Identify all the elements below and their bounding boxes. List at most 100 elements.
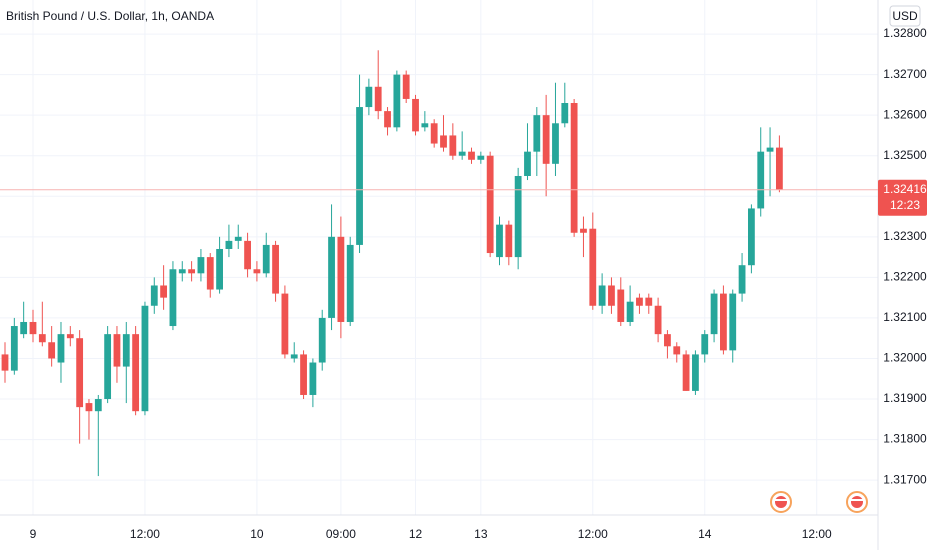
- candle-body: [766, 147, 774, 152]
- x-tick-label: 9: [30, 527, 37, 541]
- chart-title: British Pound / U.S. Dollar, 1h, OANDA: [6, 9, 214, 23]
- candle-body: [20, 321, 28, 335]
- x-tick-label: 10: [250, 527, 264, 541]
- y-tick-label: 1.32300: [883, 229, 927, 243]
- candle-body: [710, 293, 718, 335]
- candles: [1, 50, 783, 477]
- y-tick-label: 1.32800: [883, 26, 927, 40]
- candle-body: [561, 103, 569, 124]
- candle-body: [421, 123, 429, 128]
- candle-body: [692, 354, 699, 391]
- candle-body: [449, 135, 457, 156]
- candle-body: [682, 354, 690, 391]
- candle-body: [542, 115, 550, 164]
- last-price-label: 1.32416: [883, 182, 927, 196]
- candle-body: [48, 342, 56, 359]
- candle-body: [720, 293, 727, 351]
- y-tick-label: 1.32100: [883, 310, 927, 324]
- candle-body: [374, 86, 382, 112]
- candle-body: [262, 244, 270, 274]
- y-tick-label: 1.32700: [883, 67, 927, 81]
- candle-body: [402, 74, 410, 99]
- y-tick-label: 1.32200: [883, 270, 927, 284]
- candle-body: [757, 151, 765, 209]
- candle-body: [617, 289, 625, 322]
- candle-body: [38, 334, 46, 343]
- candle-body: [29, 321, 37, 335]
- candle-body: [85, 403, 93, 412]
- candle-body: [738, 265, 746, 294]
- candle-body: [775, 147, 783, 190]
- candle-body: [216, 248, 223, 290]
- candle-body: [188, 269, 195, 274]
- event-flag[interactable]: [851, 496, 863, 508]
- candle-body: [253, 269, 261, 274]
- candle-body: [608, 285, 615, 306]
- y-tick-label: 1.32500: [883, 148, 927, 162]
- candle-body: [281, 293, 289, 355]
- y-tick-label: 1.31700: [883, 472, 927, 486]
- x-tick-label: 09:00: [326, 527, 356, 541]
- candle-body: [458, 151, 466, 156]
- candle-body: [244, 240, 251, 270]
- candle-body: [272, 244, 279, 294]
- candle-body: [225, 240, 233, 249]
- x-tick-label: 12:00: [802, 527, 832, 541]
- event-flag[interactable]: [775, 496, 787, 508]
- candle-body: [365, 86, 373, 108]
- candle-body: [57, 334, 65, 363]
- x-tick-label: 12:00: [578, 527, 608, 541]
- event-icon[interactable]: [770, 491, 792, 513]
- candle-body: [76, 338, 84, 408]
- candle-body: [346, 244, 354, 322]
- event-stripe[interactable]: [851, 499, 863, 501]
- candle-body: [626, 301, 634, 322]
- candle-body: [393, 74, 401, 128]
- candle-body: [94, 399, 102, 412]
- candle-body: [598, 285, 606, 306]
- candle-body: [580, 228, 587, 233]
- candle-body: [645, 297, 653, 306]
- currency-box[interactable]: [889, 5, 921, 27]
- candle-body: [552, 123, 559, 164]
- candle-body: [477, 155, 485, 160]
- candle-body: [328, 236, 335, 318]
- candle-body: [430, 123, 438, 144]
- event-icon[interactable]: [846, 491, 868, 513]
- currency-label[interactable]: USD: [892, 9, 918, 23]
- countdown-label: 12:23: [890, 198, 920, 212]
- candle-body: [104, 334, 112, 400]
- candle-body: [337, 236, 345, 322]
- candle-body: [384, 111, 391, 128]
- candle-body: [440, 135, 447, 148]
- candle-body: [748, 208, 755, 266]
- event-stripe[interactable]: [775, 499, 787, 501]
- candle-body: [206, 257, 214, 290]
- candle-body: [701, 334, 709, 355]
- x-tick-label: 14: [698, 527, 712, 541]
- candle-body: [290, 354, 298, 359]
- candle-body: [318, 317, 326, 363]
- candle-body: [589, 228, 597, 306]
- candle-body: [468, 151, 475, 160]
- candle-body: [122, 334, 130, 367]
- candle-body: [412, 98, 419, 132]
- candle-body: [197, 257, 205, 274]
- x-tick-label: 12:00: [130, 527, 160, 541]
- candle-body: [496, 224, 503, 258]
- y-tick-label: 1.32000: [883, 351, 927, 365]
- candle-body: [300, 354, 307, 395]
- candle-body: [729, 293, 737, 351]
- grid: [0, 0, 878, 515]
- candle-body: [10, 326, 18, 371]
- x-tick-label: 13: [474, 527, 488, 541]
- candle-body: [514, 175, 522, 258]
- y-tick-label: 1.31800: [883, 432, 927, 446]
- candle-body: [309, 362, 317, 395]
- candle-body: [664, 334, 671, 347]
- y-tick-label: 1.32600: [883, 107, 927, 121]
- candle-body: [654, 305, 662, 335]
- candle-body: [150, 285, 158, 306]
